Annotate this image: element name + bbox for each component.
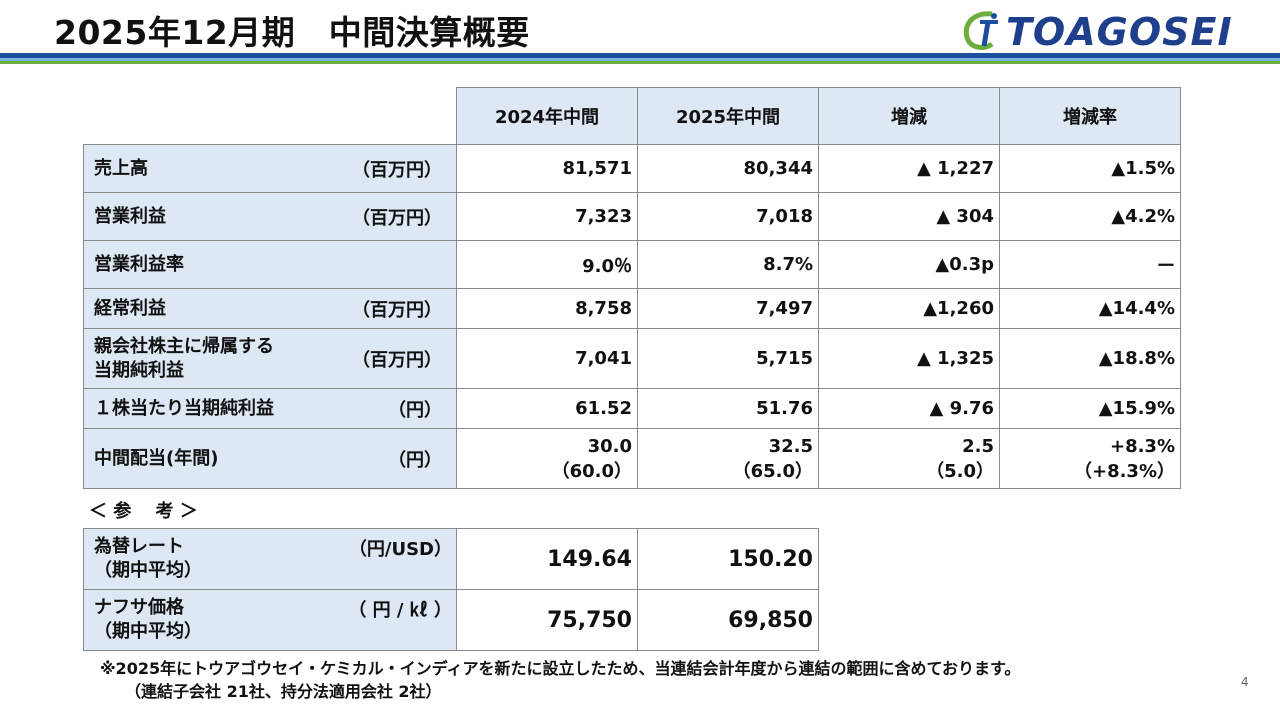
value-cell: 51.76	[637, 388, 819, 429]
value-cell: 7,497	[637, 288, 819, 329]
value-cell: ▲18.8%	[999, 328, 1181, 389]
row-label-cell: 為替レート （期中平均） （円/USD）	[83, 528, 457, 590]
value-line1: 32.5	[768, 435, 813, 457]
value-cell: ▲1.5%	[999, 144, 1181, 193]
row-label: 中間配当(年間)	[94, 447, 219, 469]
column-header: 増減	[818, 87, 1000, 145]
value-cell: +8.3% （+8.3%）	[999, 428, 1181, 489]
value-cell: 5,715	[637, 328, 819, 389]
header-bar-lightblue	[0, 58, 1280, 61]
header-blank-cell	[84, 88, 457, 145]
row-unit: （百万円）	[352, 207, 442, 229]
row-label-line1: ナフサ価格	[94, 597, 184, 618]
row-label-cell: 経常利益 （百万円）	[83, 288, 457, 329]
page-number: 4	[1241, 675, 1249, 689]
value-cell: ▲ 1,227	[818, 144, 1000, 193]
value-cell: 8,758	[456, 288, 638, 329]
row-label-cell: 売上高 （百万円）	[83, 144, 457, 193]
value-cell: 7,018	[637, 192, 819, 241]
value-cell: ▲ 9.76	[818, 388, 1000, 429]
row-label: 経常利益	[94, 297, 166, 319]
header-bar-green	[0, 61, 1280, 64]
table-row: 営業利益率 9.0％ 8.7% ▲0.3p ー	[83, 240, 1181, 289]
row-unit: （円）	[388, 449, 442, 471]
value-cell: ▲14.4%	[999, 288, 1181, 329]
value-cell: 7,323	[456, 192, 638, 241]
table-row: １株当たり当期純利益 （円） 61.52 51.76 ▲ 9.76 ▲15.9%	[83, 388, 1181, 429]
value-line1: 30.0	[587, 435, 632, 457]
column-header: 2024年中間	[456, 87, 638, 145]
value-cell: ▲4.2%	[999, 192, 1181, 241]
row-label-cell: ナフサ価格 （期中平均） （ 円 / ㎘ ）	[83, 589, 457, 651]
logo-text: TOAGOSEI	[1006, 10, 1233, 54]
financial-summary-table: 2024年中間 2025年中間 増減 増減率 売上高 （百万円） 81,571 …	[83, 87, 1181, 489]
row-label-cell: １株当たり当期純利益 （円）	[83, 388, 457, 429]
row-label: 親会社株主に帰属する 当期純利益	[94, 335, 274, 383]
column-header: 増減率	[999, 87, 1181, 145]
row-label: 営業利益率	[94, 253, 184, 275]
row-label: 為替レート （期中平均）	[94, 535, 202, 583]
column-header: 2025年中間	[637, 87, 819, 145]
value-cell: ▲ 1,325	[818, 328, 1000, 389]
row-label-cell: 親会社株主に帰属する 当期純利益 （百万円）	[83, 328, 457, 389]
footnote-sub: （連結子会社 21社、持分法適用会社 2社）	[125, 682, 442, 701]
row-label-cell: 営業利益率	[83, 240, 457, 289]
value-cell: ▲1,260	[818, 288, 1000, 329]
row-label-line2: （期中平均）	[94, 621, 202, 642]
value-cell: ー	[999, 240, 1181, 289]
table-row: ナフサ価格 （期中平均） （ 円 / ㎘ ） 75,750 69,850	[83, 589, 819, 651]
row-unit: （円/USD）	[348, 539, 452, 561]
reference-label: ＜ 参 考 ＞	[89, 501, 198, 522]
table-header-row: 2024年中間 2025年中間 増減 増減率	[84, 87, 1181, 145]
value-cell: ▲0.3p	[818, 240, 1000, 289]
row-unit: （ 円 / ㎘ ）	[348, 600, 452, 622]
value-line2: （+8.3%）	[1073, 460, 1175, 482]
value-cell: ▲15.9%	[999, 388, 1181, 429]
row-unit: （百万円）	[352, 299, 442, 321]
row-label: ナフサ価格 （期中平均）	[94, 596, 202, 644]
value-cell: 80,344	[637, 144, 819, 193]
value-cell: 2.5 （5.0）	[818, 428, 1000, 489]
row-label-line2: （期中平均）	[94, 560, 202, 581]
row-unit: （百万円）	[352, 159, 442, 181]
row-label-cell: 営業利益 （百万円）	[83, 192, 457, 241]
table-row: 営業利益 （百万円） 7,323 7,018 ▲ 304 ▲4.2%	[83, 192, 1181, 241]
value-cell: ▲ 304	[818, 192, 1000, 241]
table-row: 為替レート （期中平均） （円/USD） 149.64 150.20	[83, 528, 819, 590]
value-line2: （60.0）	[551, 460, 632, 482]
row-unit: （百万円）	[352, 349, 442, 371]
value-cell: 8.7%	[637, 240, 819, 289]
company-logo	[963, 11, 998, 50]
value-cell: 61.52	[456, 388, 638, 429]
row-label-cell: 中間配当(年間) （円）	[83, 428, 457, 489]
row-label-line2: 当期純利益	[94, 359, 184, 381]
row-label: 売上高	[94, 157, 148, 179]
page-title: 2025年12月期 中間決算概要	[54, 13, 530, 52]
value-cell: 9.0％	[456, 240, 638, 289]
table-row: 経常利益 （百万円） 8,758 7,497 ▲1,260 ▲14.4%	[83, 288, 1181, 329]
reference-table: 為替レート （期中平均） （円/USD） 149.64 150.20 ナフサ価格…	[83, 528, 819, 651]
table-row: 売上高 （百万円） 81,571 80,344 ▲ 1,227 ▲1.5%	[83, 144, 1181, 193]
row-label: １株当たり当期純利益	[94, 397, 274, 419]
value-cell: 150.20	[637, 528, 819, 590]
value-cell: 75,750	[456, 589, 638, 651]
value-line1: 2.5	[962, 435, 994, 457]
row-unit: （円）	[388, 399, 442, 421]
row-label: 営業利益	[94, 205, 166, 227]
value-cell: 149.64	[456, 528, 638, 590]
table-row: 中間配当(年間) （円） 30.0 （60.0） 32.5 （65.0） 2.5 （5…	[83, 428, 1181, 489]
table-row: 親会社株主に帰属する 当期純利益 （百万円） 7,041 5,715 ▲ 1,3…	[83, 328, 1181, 389]
value-cell: 30.0 （60.0）	[456, 428, 638, 489]
value-line2: （65.0）	[732, 460, 813, 482]
value-line2: （5.0）	[926, 460, 994, 482]
value-cell: 7,041	[456, 328, 638, 389]
value-line1: +8.3%	[1109, 435, 1175, 457]
footnote: ※2025年にトウアゴウセイ・ケミカル・インディアを新たに設立したため、当連結会…	[100, 659, 1021, 678]
value-cell: 32.5 （65.0）	[637, 428, 819, 489]
header-bar-blue	[0, 53, 1280, 58]
row-label-line1: 親会社株主に帰属する	[94, 335, 274, 357]
row-label-line1: 為替レート	[94, 536, 184, 557]
value-cell: 69,850	[637, 589, 819, 651]
value-cell: 81,571	[456, 144, 638, 193]
